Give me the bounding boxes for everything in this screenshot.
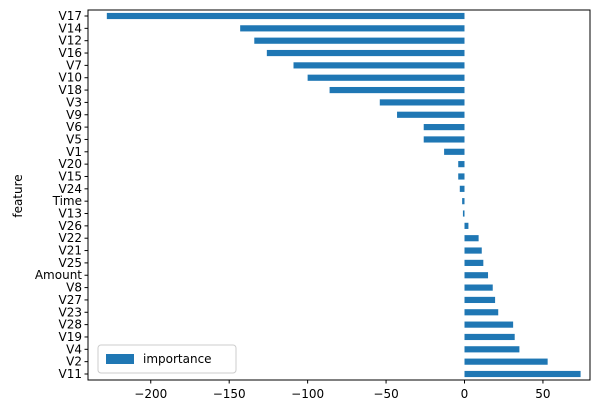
bar-v11 [464, 370, 581, 378]
x-tick-label: 0 [461, 387, 469, 401]
y-tick-label: V9 [66, 108, 82, 122]
y-tick-label: V11 [59, 367, 82, 381]
legend-swatch [106, 354, 134, 364]
bar-amount [464, 272, 489, 279]
y-tick-label: Amount [35, 268, 82, 282]
bar-v9 [397, 111, 465, 118]
bar-v4 [464, 346, 520, 353]
y-tick-label: V24 [59, 182, 82, 196]
bar-v17 [106, 12, 465, 20]
y-tick-label: V22 [59, 231, 82, 245]
bar-v1 [444, 148, 465, 155]
bar-v24 [459, 185, 465, 192]
bar-v14 [240, 25, 465, 32]
legend: importance [97, 344, 237, 374]
bar-v8 [464, 284, 493, 291]
bar-v16 [266, 49, 465, 57]
y-tick-label: V5 [66, 132, 82, 146]
bar-v27 [464, 296, 496, 304]
y-axis-ticks: V17V14V12V16V7V10V18V3V9V6V5V1V20V15V24T… [35, 9, 88, 381]
bar-v20 [458, 161, 465, 168]
y-tick-label: V2 [66, 355, 82, 369]
bar-v13 [462, 210, 465, 217]
y-tick-label: V14 [59, 21, 82, 35]
y-tick-label: V16 [59, 46, 82, 60]
x-axis-ticks: −200 −150 −100 −50 0 50 [134, 380, 551, 401]
y-tick-label: V13 [59, 207, 82, 221]
bar-v3 [379, 99, 465, 106]
bar-v10 [307, 74, 465, 81]
y-tick-label: V25 [59, 256, 82, 270]
y-tick-label: V6 [66, 120, 82, 134]
y-tick-label: V17 [59, 9, 82, 23]
legend-box [97, 344, 237, 374]
bar-v19 [464, 333, 515, 341]
x-tick-label: −200 [134, 387, 167, 401]
y-tick-label: V28 [59, 318, 82, 332]
bar-v15 [458, 173, 465, 180]
legend-label: importance [143, 352, 212, 366]
bar-v21 [464, 247, 482, 254]
y-tick-label: V21 [59, 244, 82, 258]
bars-group [106, 12, 581, 378]
y-tick-label: V1 [66, 145, 82, 159]
y-tick-label: V19 [59, 330, 82, 344]
bar-v7 [293, 62, 465, 69]
x-tick-label: −50 [373, 387, 398, 401]
y-tick-label: V10 [59, 71, 82, 85]
x-tick-label: −150 [213, 387, 246, 401]
bar-v18 [329, 86, 465, 94]
bar-time [462, 198, 465, 205]
bar-v22 [464, 235, 479, 242]
x-tick-label: 50 [535, 387, 550, 401]
bar-v2 [464, 358, 548, 365]
y-axis-label: feature [11, 174, 25, 217]
bar-v5 [423, 136, 465, 143]
y-tick-label: V8 [66, 281, 82, 295]
bar-v26 [464, 222, 469, 229]
bar-v25 [464, 259, 484, 266]
y-tick-label: V18 [59, 83, 82, 97]
bar-v23 [464, 309, 499, 316]
bar-v12 [254, 37, 465, 44]
y-tick-label: V15 [59, 169, 82, 183]
y-tick-label: Time [52, 194, 82, 208]
y-tick-label: V20 [59, 157, 82, 171]
y-tick-label: V4 [66, 342, 82, 356]
y-tick-label: V7 [66, 58, 82, 72]
y-tick-label: V12 [59, 34, 82, 48]
plot-frame [87, 9, 591, 381]
y-tick-label: V26 [59, 219, 82, 233]
y-tick-label: V23 [59, 305, 82, 319]
y-tick-label: V3 [66, 95, 82, 109]
bar-v6 [423, 124, 465, 131]
bar-v28 [464, 321, 514, 328]
x-tick-label: −100 [291, 387, 324, 401]
y-tick-label: V27 [59, 293, 82, 307]
